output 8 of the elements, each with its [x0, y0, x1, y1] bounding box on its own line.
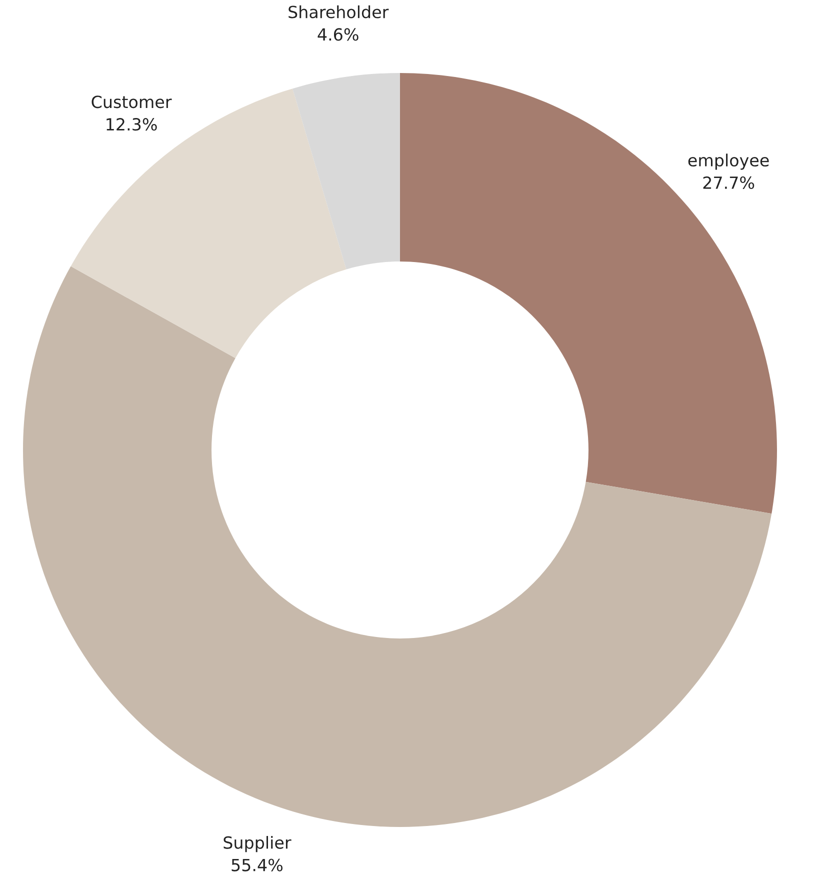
- data-label: 4.6%: [318, 28, 358, 41]
- data-label: 27.7%: [703, 176, 754, 190]
- slice-label: Supplier: [224, 836, 292, 852]
- slice-label: employee: [688, 154, 769, 170]
- slice-label: Customer: [92, 96, 172, 108]
- data-label: 55.4%: [232, 858, 283, 872]
- data-label: 12.3%: [106, 118, 157, 131]
- slice-label: Shareholder: [288, 5, 389, 18]
